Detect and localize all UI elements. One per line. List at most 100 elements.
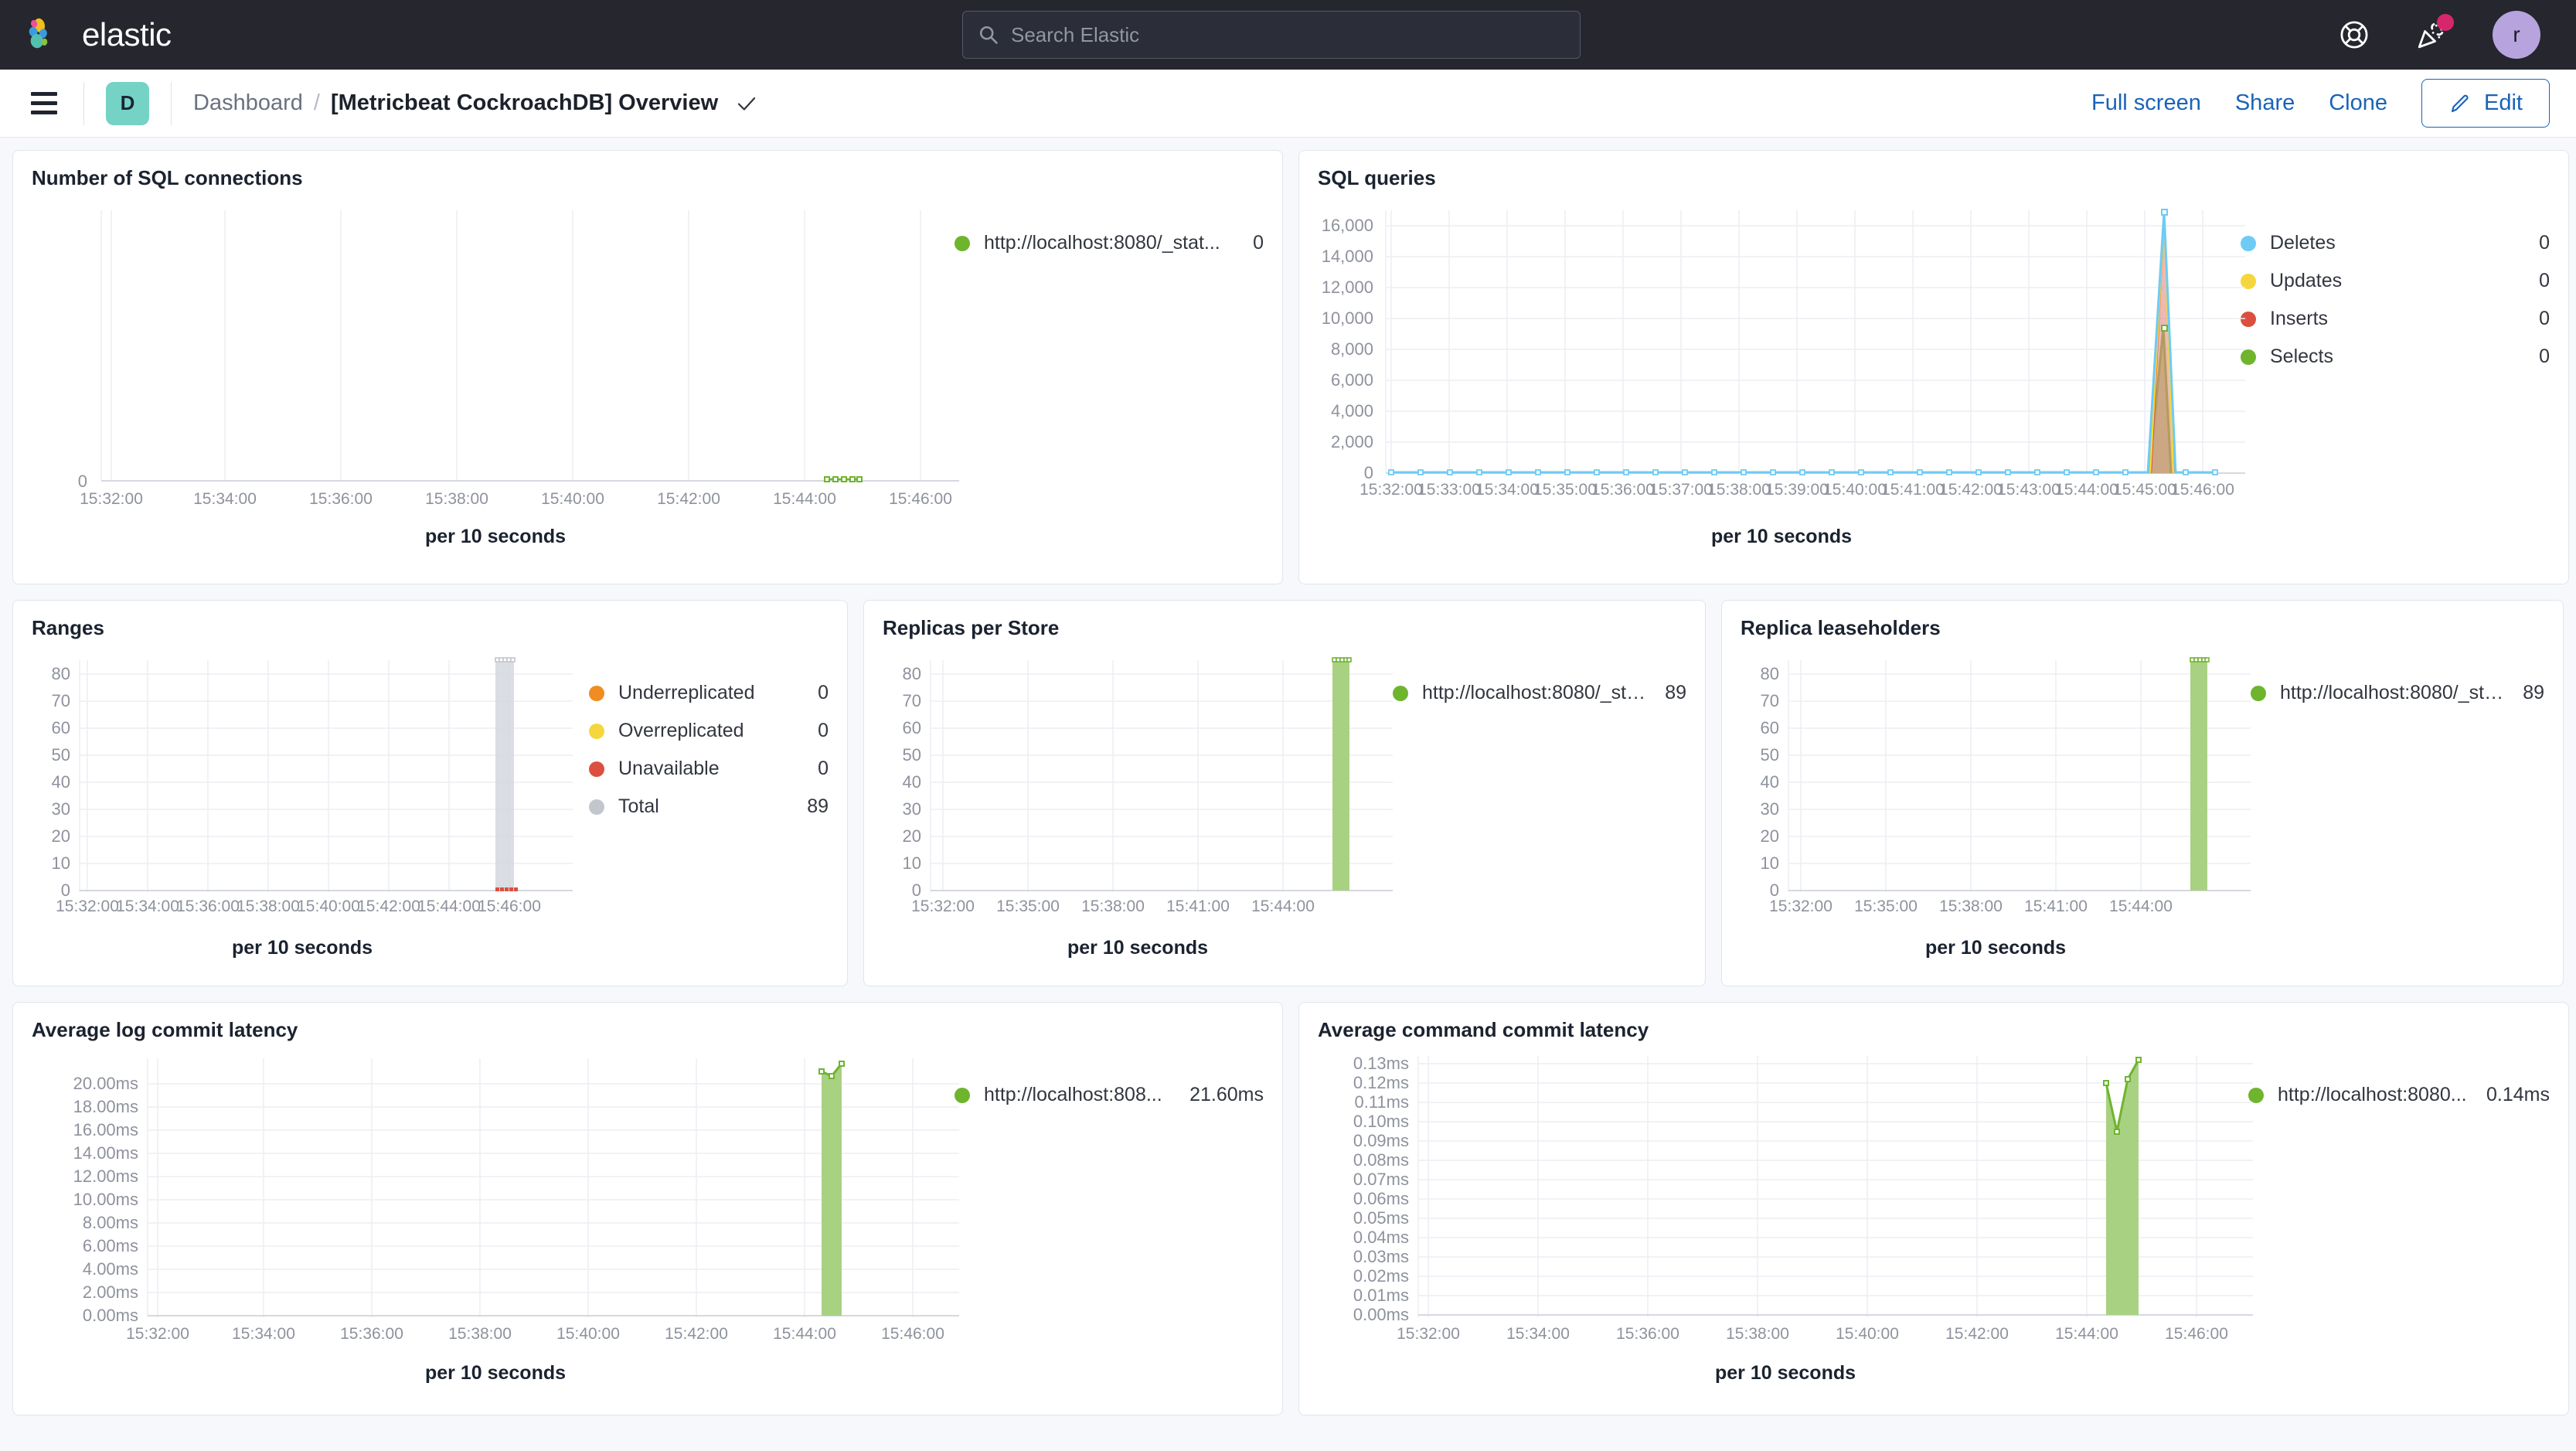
legend-label: http://localhost:8080... (2278, 1084, 2467, 1105)
svg-text:20: 20 (903, 826, 921, 846)
legend-label: Inserts (2270, 308, 2329, 329)
legend-label: Underreplicated (618, 682, 755, 703)
search-box[interactable] (962, 11, 1581, 59)
avatar[interactable]: r (2493, 11, 2540, 59)
dashboard-row-2: Ranges (12, 600, 2564, 986)
legend-item[interactable]: Updates 0 (2241, 270, 2550, 292)
svg-text:10: 10 (1761, 853, 1779, 873)
legend-label: http://localhost:8080/_stat... (984, 232, 1220, 254)
legend-item[interactable]: http://localhost:8080/_sta... 89 (2251, 682, 2544, 704)
legend-label: Deletes (2270, 232, 2336, 254)
svg-text:15:34:00: 15:34:00 (1475, 481, 1539, 499)
svg-text:15:42:00: 15:42:00 (1945, 1325, 2009, 1343)
chart-number-of-sql-connections[interactable]: 0 15:32:00 (32, 195, 959, 568)
svg-text:0.07ms: 0.07ms (1353, 1170, 1409, 1189)
breadcrumb-dashboard[interactable]: Dashboard (193, 90, 303, 115)
svg-text:15:36:00: 15:36:00 (1616, 1325, 1679, 1343)
legend-color-dot (589, 685, 604, 701)
svg-text:0: 0 (912, 880, 921, 900)
svg-text:40: 40 (903, 772, 921, 792)
legend-label: http://localhost:808... (984, 1084, 1162, 1105)
svg-text:0.10ms: 0.10ms (1353, 1112, 1409, 1131)
share-button[interactable]: Share (2234, 90, 2295, 115)
legend-item[interactable]: http://localhost:808... 21.60ms (955, 1084, 1264, 1106)
chart-average-log-commit-latency[interactable]: 20.00ms 18.00ms 16.00ms 14.00ms 12.00ms … (32, 1047, 959, 1399)
chart-ranges[interactable]: 80 70 60 50 40 30 20 10 0 (32, 645, 589, 970)
chart-sql-queries[interactable]: 16,000 14,000 12,000 10,000 8,000 6,000 … (1318, 195, 2245, 568)
legend-item[interactable]: Inserts 0 (2241, 308, 2550, 330)
svg-text:15:42:00: 15:42:00 (665, 1325, 728, 1343)
svg-text:15:41:00: 15:41:00 (1166, 898, 1230, 915)
legend-item[interactable]: Underreplicated 0 (589, 682, 829, 704)
party-popper-icon[interactable] (2415, 14, 2454, 51)
space-badge[interactable]: D (106, 81, 149, 125)
edit-button[interactable]: Edit (2421, 79, 2550, 128)
check-icon[interactable] (735, 92, 758, 115)
legend-item[interactable]: Selects 0 (2241, 346, 2550, 368)
lifebuoy-icon[interactable] (2338, 19, 2370, 51)
breadcrumb-bar: D Dashboard / [Metricbeat CockroachDB] O… (0, 70, 2576, 138)
legend-label: http://localhost:8080/_sta... (1422, 682, 1652, 703)
x-axis-title: per 10 seconds (424, 1362, 567, 1384)
svg-text:15:33:00: 15:33:00 (1417, 481, 1481, 499)
breadcrumb: Dashboard / [Metricbeat CockroachDB] Ove… (193, 90, 758, 116)
panel-title: Replica leaseholders (1741, 616, 1941, 639)
legend-item[interactable]: http://localhost:8080/_sta... 89 (1393, 682, 1686, 704)
svg-text:15:38:00: 15:38:00 (1081, 898, 1145, 915)
svg-text:0.05ms: 0.05ms (1353, 1208, 1409, 1228)
svg-text:80: 80 (903, 664, 921, 683)
svg-text:30: 30 (1761, 799, 1779, 819)
panel-ranges: Ranges (12, 600, 848, 986)
legend-item[interactable]: http://localhost:8080/_stat... 0 (955, 232, 1264, 254)
svg-text:15:46:00: 15:46:00 (2171, 481, 2234, 499)
svg-text:15:35:00: 15:35:00 (996, 898, 1060, 915)
legend-color-dot (2248, 1087, 2264, 1103)
svg-text:70: 70 (1761, 691, 1779, 710)
svg-text:15:36:00: 15:36:00 (340, 1325, 403, 1343)
legend-label: Selects (2270, 346, 2333, 367)
chart-average-command-commit-latency[interactable]: 0.13ms 0.12ms 0.11ms 0.10ms 0.09ms 0.08m… (1318, 1047, 2253, 1399)
clone-button[interactable]: Clone (2329, 90, 2388, 115)
breadcrumb-actions: Full screen Share Clone Edit (2091, 79, 2550, 128)
svg-text:30: 30 (903, 799, 921, 819)
panel-title: SQL queries (1318, 166, 1436, 189)
svg-text:15:32:00: 15:32:00 (1359, 481, 1423, 499)
svg-text:0.11ms: 0.11ms (1354, 1092, 1409, 1112)
svg-text:15:40:00: 15:40:00 (297, 898, 360, 915)
legend-color-dot (1393, 685, 1408, 701)
svg-text:15:32:00: 15:32:00 (80, 490, 143, 508)
svg-text:70: 70 (903, 691, 921, 710)
panel-body: 80 70 60 50 40 30 20 10 0 (1741, 645, 2544, 970)
legend-item[interactable]: Overreplicated 0 (589, 720, 829, 742)
legend-item[interactable]: Unavailable 0 (589, 758, 829, 780)
panel-average-command-commit-latency: Average command commit latency (1298, 1002, 2569, 1415)
svg-text:10.00ms: 10.00ms (73, 1190, 138, 1209)
svg-text:15:34:00: 15:34:00 (1506, 1325, 1570, 1343)
full-screen-button[interactable]: Full screen (2091, 90, 2201, 115)
legend-value: 0 (2539, 308, 2550, 329)
svg-text:15:44:00: 15:44:00 (2055, 1325, 2118, 1343)
svg-text:12,000: 12,000 (1322, 278, 1373, 297)
panel-body: 80 70 60 50 40 30 20 10 0 (883, 645, 1686, 970)
svg-text:80: 80 (1761, 664, 1779, 683)
svg-text:15:44:00: 15:44:00 (2055, 481, 2118, 499)
svg-text:15:41:00: 15:41:00 (1881, 481, 1945, 499)
svg-text:60: 60 (52, 718, 70, 737)
chart-replicas-per-store[interactable]: 80 70 60 50 40 30 20 10 0 (883, 645, 1393, 970)
legend-item[interactable]: Deletes 0 (2241, 232, 2550, 254)
svg-text:40: 40 (1761, 772, 1779, 792)
svg-text:50: 50 (1761, 745, 1779, 765)
svg-text:15:40:00: 15:40:00 (556, 1325, 620, 1343)
legend-item[interactable]: Total 89 (589, 795, 829, 818)
legend-item[interactable]: http://localhost:8080... 0.14ms (2248, 1084, 2550, 1106)
svg-text:15:40:00: 15:40:00 (1836, 1325, 1899, 1343)
chart-replica-leaseholders[interactable]: 80 70 60 50 40 30 20 10 0 (1741, 645, 2251, 970)
search-input[interactable] (1011, 22, 1564, 47)
hamburger-menu-icon[interactable] (26, 87, 62, 119)
elastic-brand[interactable]: elastic (26, 15, 172, 55)
svg-text:12.00ms: 12.00ms (73, 1167, 138, 1186)
legend-replica-leaseholders: http://localhost:8080/_sta... 89 (2251, 645, 2544, 970)
svg-text:15:32:00: 15:32:00 (1769, 898, 1832, 915)
panel-body: 0 15:32:00 (32, 195, 1264, 568)
page-title: [Metricbeat CockroachDB] Overview (330, 90, 719, 115)
